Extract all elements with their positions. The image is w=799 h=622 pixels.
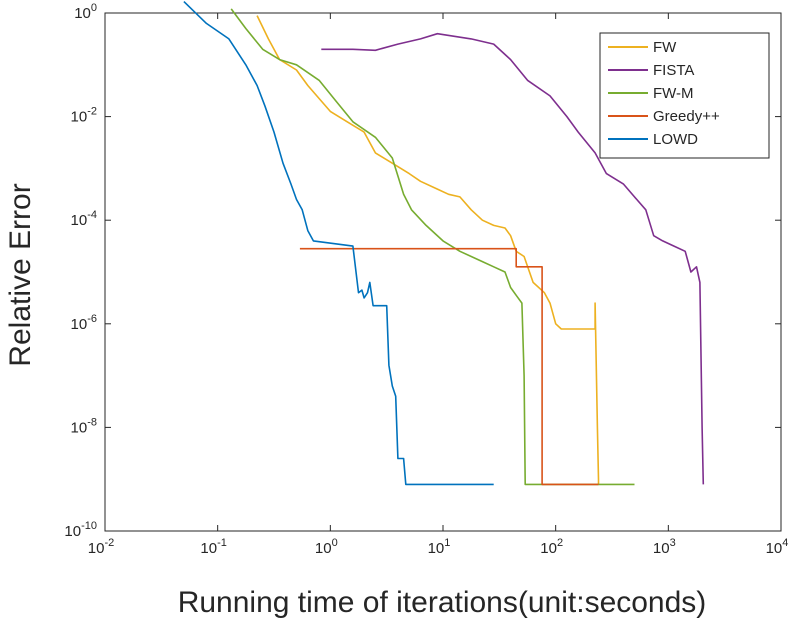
x-tick-label: 103 [653, 537, 676, 557]
y-tick-label: 10-2 [71, 106, 97, 126]
legend-entry: Greedy++ [653, 108, 720, 125]
series-line-fista [321, 32, 705, 485]
series-line-greedy- [299, 247, 599, 486]
series-layer [183, 1, 705, 486]
x-tick-label: 102 [540, 537, 563, 557]
legend-entry: FW [653, 39, 677, 56]
series-line-fw-m [230, 8, 635, 486]
x-tick-label: 10-1 [200, 537, 226, 557]
y-tick-label: 100 [74, 2, 97, 22]
y-tick-label: 10-4 [71, 209, 97, 229]
legend-entry: FISTA [653, 62, 694, 79]
x-tick-label: 100 [315, 537, 338, 557]
series-line-fw [256, 15, 600, 485]
y-axis-label: Relative Error [4, 183, 37, 366]
x-axis-label: Running time of iterations(unit:seconds) [178, 586, 707, 619]
legend-box [599, 32, 770, 159]
x-tick-label: 101 [428, 537, 451, 557]
legend-entry: LOWD [653, 131, 698, 148]
x-tick-label: 104 [766, 537, 789, 557]
series-line-lowd [183, 1, 494, 486]
y-tick-label: 10-10 [64, 520, 97, 540]
legend: FW FISTA FW-M Greedy++ LOWD [599, 32, 770, 159]
tick-layer: 10-2 10-1 100 101 102 103 104 10-10 10-8 10-6 10-4… [64, 2, 788, 557]
y-tick-label: 10-8 [71, 416, 97, 436]
y-tick-label: 10-6 [71, 313, 97, 333]
legend-entry: FW-M [653, 85, 694, 102]
x-tick-label: 10-2 [88, 537, 114, 557]
